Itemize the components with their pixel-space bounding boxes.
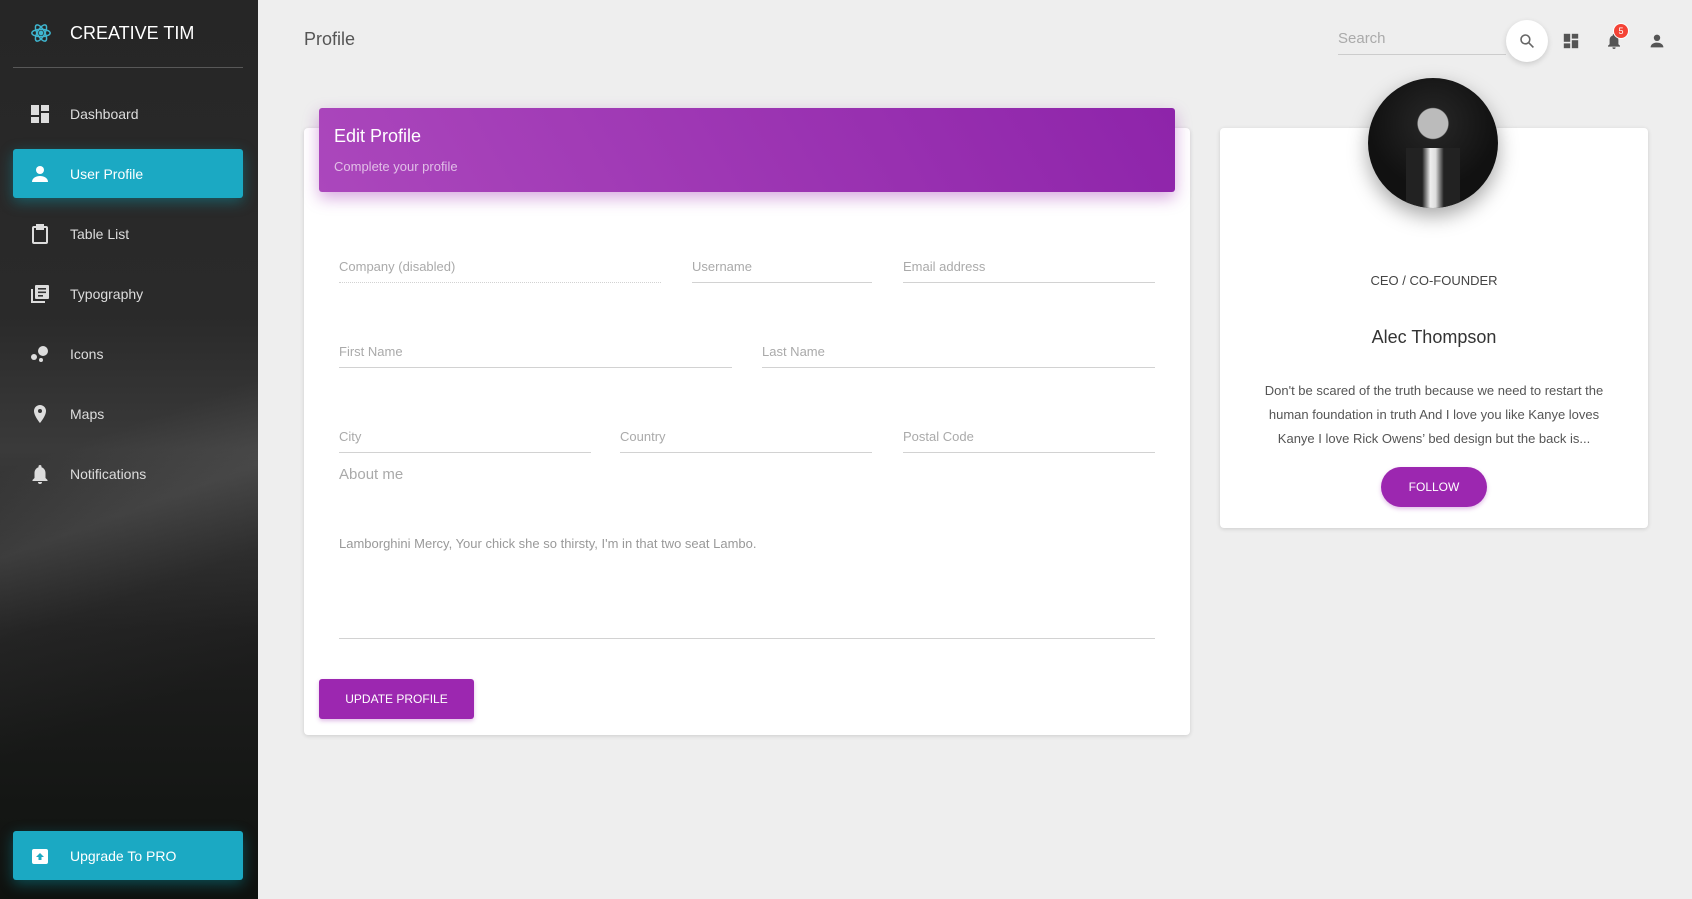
person-icon — [30, 164, 50, 184]
about-me-label: About me — [339, 466, 404, 483]
upgrade-label: Upgrade To PRO — [70, 847, 177, 864]
page-title: Profile — [304, 29, 356, 49]
sidebar-item-typography[interactable]: Typography — [13, 269, 243, 318]
search-icon — [1520, 34, 1534, 48]
upgrade-to-pro-button[interactable]: Upgrade To PRO — [13, 831, 243, 880]
city-field[interactable]: City — [339, 429, 591, 453]
company-field: Company (disabled) — [339, 259, 661, 283]
profile-role: CEO / CO-FOUNDER — [1370, 273, 1498, 288]
avatar — [1368, 78, 1498, 208]
email-field[interactable]: Email address — [903, 259, 1155, 283]
sidebar-item-label: Icons — [70, 345, 104, 362]
sidebar-item-label: User Profile — [70, 165, 144, 182]
dashboard-icon — [1563, 33, 1579, 49]
bio-line: Kanye I love Rick Owens’ bed design but … — [1277, 431, 1591, 446]
person-icon — [1650, 34, 1664, 48]
bell-icon — [30, 464, 50, 484]
profile-bio: Don't be scared of the truth because we … — [1220, 379, 1648, 451]
sidebar-item-table-list[interactable]: Table List — [13, 209, 243, 258]
profile-name: Alec Thompson — [1371, 327, 1497, 347]
unarchive-icon — [30, 846, 50, 866]
card-subtitle: Complete your profile — [334, 159, 458, 174]
notification-badge: 5 — [1613, 23, 1629, 39]
postal-code-field[interactable]: Postal Code — [903, 429, 1155, 453]
search-button[interactable] — [1506, 20, 1548, 62]
edit-profile-card — [304, 128, 1190, 735]
country-field[interactable]: Country — [620, 429, 872, 453]
search-input[interactable]: Search — [1338, 28, 1506, 55]
about-me-textarea[interactable]: Lamborghini Mercy, Your chick she so thi… — [339, 536, 1155, 639]
bubbles-icon — [30, 344, 50, 364]
sidebar-item-label: Notifications — [70, 465, 147, 482]
update-profile-button[interactable]: UPDATE PROFILE — [319, 679, 474, 719]
clipboard-icon — [30, 223, 50, 244]
sidebar-item-maps[interactable]: Maps — [13, 389, 243, 438]
edit-profile-header: Edit Profile Complete your profile — [319, 108, 1175, 192]
account-button[interactable] — [1647, 31, 1667, 51]
sidebar-item-icons[interactable]: Icons — [13, 329, 243, 378]
brand-name: CREATIVE TIM — [70, 22, 195, 43]
bio-line: Don't be scared of the truth because we … — [1264, 383, 1604, 398]
dashboard-icon — [30, 104, 50, 124]
follow-button[interactable]: FOLLOW — [1381, 467, 1487, 507]
sidebar-item-notifications[interactable]: Notifications — [13, 449, 243, 498]
sidebar-item-label: Table List — [70, 225, 130, 242]
sidebar-item-user-profile[interactable]: User Profile — [13, 149, 243, 198]
sidebar-item-label: Typography — [70, 285, 144, 302]
dashboard-button[interactable] — [1561, 31, 1581, 51]
location-pin-icon — [30, 404, 50, 424]
sidebar: CREATIVE TIM Dashboard User Profile Tabl… — [0, 0, 258, 899]
sidebar-item-dashboard[interactable]: Dashboard — [13, 89, 243, 138]
brand-logo[interactable]: CREATIVE TIM — [30, 20, 194, 46]
card-title: Edit Profile — [334, 126, 422, 146]
first-name-field[interactable]: First Name — [339, 344, 732, 368]
last-name-field[interactable]: Last Name — [762, 344, 1155, 368]
sidebar-divider — [13, 67, 243, 68]
react-atom-icon — [31, 24, 51, 42]
username-field[interactable]: Username — [692, 259, 872, 283]
sidebar-item-label: Maps — [70, 405, 105, 422]
bio-line: human foundation in truth And I love you… — [1268, 407, 1600, 422]
library-books-icon — [30, 284, 50, 304]
sidebar-item-label: Dashboard — [70, 105, 139, 122]
